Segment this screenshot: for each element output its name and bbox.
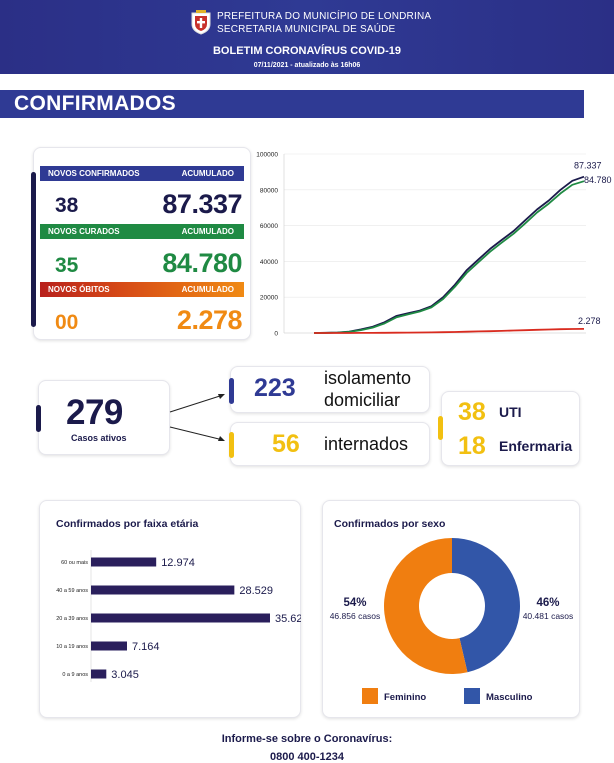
- confirmed-acc-label: ACUMULADO: [181, 169, 234, 178]
- hotline-number: 0800 400-1234: [269, 751, 344, 763]
- confirmed-new-value: 38: [55, 194, 79, 217]
- recovered-new-label: NOVOS CURADOS: [48, 227, 120, 236]
- age-category-label: 20 a 39 anos: [56, 616, 88, 622]
- icu-value: 38: [458, 398, 486, 426]
- pie-slice-masculino: [452, 538, 520, 673]
- age-chart-card: [39, 500, 301, 718]
- y-tick-label: 100000: [256, 152, 278, 159]
- confirmed-acc-value: 87.337: [162, 189, 242, 219]
- org-name: PREFEITURA DO MUNICÍPIO DE LONDRINA: [217, 11, 432, 22]
- deaths-acc-value: 2.278: [176, 305, 243, 335]
- header-banner: PREFEITURA DO MUNICÍPIO DE LONDRINA SECR…: [0, 0, 614, 74]
- age-bar: [91, 641, 127, 651]
- age-value-label: 3.045: [111, 669, 139, 681]
- age-value-label: 12.974: [161, 557, 195, 569]
- recovered-acc-value: 84.780: [162, 248, 242, 278]
- y-tick-label: 60000: [260, 223, 278, 230]
- y-tick-label: 20000: [260, 295, 278, 302]
- age-category-label: 10 a 19 anos: [56, 644, 88, 650]
- deaths-acc-label: ACUMULADO: [181, 285, 234, 294]
- active-cases-value: 279: [66, 393, 123, 432]
- series-line-1: [313, 180, 585, 334]
- age-value-label: 28.529: [239, 585, 273, 597]
- age-bar: [91, 585, 235, 595]
- org-department: SECRETARIA MUNICIPAL DE SAÚDE: [217, 24, 396, 35]
- bulletin-title: BOLETIM CORONAVÍRUS COVID-19: [212, 45, 402, 57]
- legend-label-feminino: Feminino: [384, 692, 426, 703]
- recovered-acc-label: ACUMULADO: [181, 227, 234, 236]
- series-end-label: 84.780: [584, 175, 612, 185]
- deaths-header-bar: NOVOS ÓBITOS ACUMULADO: [40, 282, 244, 297]
- section-banner: [0, 90, 584, 118]
- age-chart-title: Confirmados por faixa etária: [56, 518, 199, 530]
- hospitalized-label: internados: [324, 434, 409, 454]
- isolation-accent-bar: [229, 378, 234, 404]
- confirmed-new-label: NOVOS CONFIRMADOS: [48, 169, 140, 178]
- icu-accent-bar: [438, 416, 443, 440]
- icu-label: UTI: [499, 404, 522, 420]
- age-category-label: 0 a 9 anos: [62, 672, 88, 678]
- female-percent: 54%: [343, 597, 366, 609]
- crest-icon: [191, 10, 211, 35]
- arrows-icon: [169, 394, 225, 441]
- hospitalized-value: 56: [272, 430, 300, 458]
- female-cases: 46.856 casos: [330, 611, 381, 621]
- age-value-label: 7.164: [132, 641, 160, 653]
- series-end-label: 87.337: [574, 161, 602, 171]
- y-tick-label: 80000: [260, 187, 278, 194]
- series-line-0: [313, 175, 585, 334]
- age-bar: [91, 613, 270, 623]
- hospitalized-card: [230, 422, 430, 466]
- recovered-new-value: 35: [55, 254, 79, 277]
- male-cases: 40.481 casos: [523, 611, 574, 621]
- y-tick-label: 0: [274, 331, 278, 338]
- age-bar: [91, 669, 107, 679]
- update-timestamp: 07/11/2021 - atualizado às 16h06: [253, 62, 361, 69]
- isolation-label-line2: domiciliar: [324, 390, 401, 410]
- section-title: CONFIRMADOS: [14, 92, 176, 115]
- series-end-label: 2.278: [578, 316, 601, 326]
- ward-label: Enfermaria: [499, 438, 573, 454]
- legend-swatch-feminino: [362, 688, 378, 704]
- legend-label-masculino: Masculino: [486, 692, 533, 703]
- sex-chart-title: Confirmados por sexo: [334, 518, 446, 530]
- confirmed-header-bar: NOVOS CONFIRMADOS ACUMULADO: [40, 166, 244, 181]
- active-cases-label: Casos ativos: [71, 433, 127, 443]
- active-accent-bar: [36, 405, 41, 432]
- stats-accent-bar: [31, 172, 36, 327]
- age-bar: [91, 557, 157, 567]
- info-text: Informe-se sobre o Coronavírus:: [221, 733, 393, 745]
- ward-value: 18: [458, 432, 486, 460]
- hospitalized-accent-bar: [229, 432, 234, 458]
- deaths-new-value: 00: [55, 311, 79, 334]
- recovered-header-bar: NOVOS CURADOS ACUMULADO: [40, 224, 244, 239]
- sex-chart-card: [322, 500, 580, 718]
- male-percent: 46%: [536, 597, 559, 609]
- age-value-label: 35.625: [275, 613, 301, 625]
- isolation-value: 223: [254, 374, 296, 402]
- isolation-label-line1: isolamento: [324, 368, 412, 388]
- age-bar-chart: 60 ou mais 12.974 40 a 59 anos 28.529 20 a 3…: [56, 550, 301, 682]
- cumulative-line-chart: 0 20000 40000 60000 80000 100000 87.337 84.780 2…: [256, 152, 612, 338]
- age-category-label: 40 a 59 anos: [56, 588, 88, 594]
- age-category-label: 60 ou mais: [61, 560, 88, 566]
- y-tick-label: 40000: [260, 259, 278, 266]
- series-line-2: [314, 328, 585, 334]
- pie-slice-feminino: [384, 538, 468, 674]
- sex-donut-chart: 54% 46.856 casos 46% 40.481 casos Feminino Ma…: [330, 538, 574, 704]
- legend-swatch-masculino: [464, 688, 480, 704]
- icu-ward-card: [441, 391, 580, 466]
- deaths-new-label: NOVOS ÓBITOS: [48, 285, 110, 294]
